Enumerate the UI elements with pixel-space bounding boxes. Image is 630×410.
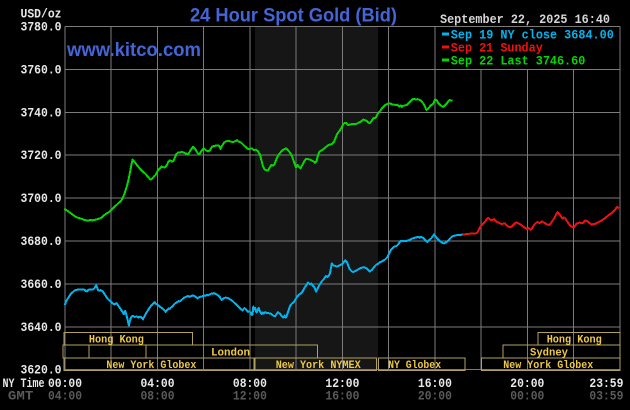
svg-text:Hong Kong: Hong Kong bbox=[547, 335, 602, 347]
svg-text:23:59: 23:59 bbox=[589, 377, 623, 391]
svg-text:20:00: 20:00 bbox=[510, 377, 544, 391]
svg-text:London: London bbox=[211, 347, 250, 359]
svg-text:Sydney: Sydney bbox=[530, 347, 568, 359]
svg-text:New York Globex: New York Globex bbox=[106, 360, 196, 372]
svg-text:GMT: GMT bbox=[8, 390, 34, 404]
svg-text:00:00: 00:00 bbox=[48, 377, 82, 391]
svg-text:12:00: 12:00 bbox=[325, 377, 359, 391]
svg-text:NY Globex: NY Globex bbox=[388, 360, 441, 372]
svg-text:3740.0: 3740.0 bbox=[21, 106, 62, 120]
svg-text:04:00: 04:00 bbox=[48, 390, 82, 404]
svg-text:3640.0: 3640.0 bbox=[21, 321, 62, 335]
svg-text:3700.0: 3700.0 bbox=[21, 192, 62, 206]
svg-text:3680.0: 3680.0 bbox=[21, 235, 62, 249]
svg-text:Hong Kong: Hong Kong bbox=[89, 335, 144, 347]
svg-text:3780.0: 3780.0 bbox=[21, 21, 62, 35]
svg-text:3760.0: 3760.0 bbox=[21, 63, 62, 77]
svg-text:Sep 21 Sunday: Sep 21 Sunday bbox=[451, 42, 543, 56]
svg-text:Sep 19 NY close 3684.00: Sep 19 NY close 3684.00 bbox=[451, 29, 614, 43]
svg-text:3720.0: 3720.0 bbox=[21, 149, 62, 163]
svg-text:16:00: 16:00 bbox=[325, 390, 359, 404]
svg-text:04:00: 04:00 bbox=[141, 377, 175, 391]
svg-text:08:00: 08:00 bbox=[141, 390, 175, 404]
svg-text:16:00: 16:00 bbox=[418, 377, 452, 391]
svg-text:New York Globex: New York Globex bbox=[503, 360, 593, 372]
svg-text:12:00: 12:00 bbox=[233, 390, 267, 404]
svg-text:20:00: 20:00 bbox=[418, 390, 452, 404]
svg-text:24 Hour Spot Gold (Bid): 24 Hour Spot Gold (Bid) bbox=[190, 6, 397, 27]
svg-text:New York NYMEX: New York NYMEX bbox=[276, 360, 361, 372]
svg-text:03:59: 03:59 bbox=[589, 390, 623, 404]
svg-text:NY Time: NY Time bbox=[3, 377, 45, 391]
svg-text:08:00: 08:00 bbox=[233, 377, 267, 391]
svg-text:September 22, 2025 16:40: September 22, 2025 16:40 bbox=[440, 13, 610, 27]
svg-text:USD/oz: USD/oz bbox=[21, 8, 62, 22]
svg-text:www.kitco.com: www.kitco.com bbox=[66, 40, 201, 61]
svg-text:3620.0: 3620.0 bbox=[21, 364, 62, 378]
svg-text:Sep 22 Last 3746.60: Sep 22 Last 3746.60 bbox=[451, 55, 586, 69]
svg-text:3660.0: 3660.0 bbox=[21, 278, 62, 292]
svg-text:00:00: 00:00 bbox=[510, 390, 544, 404]
